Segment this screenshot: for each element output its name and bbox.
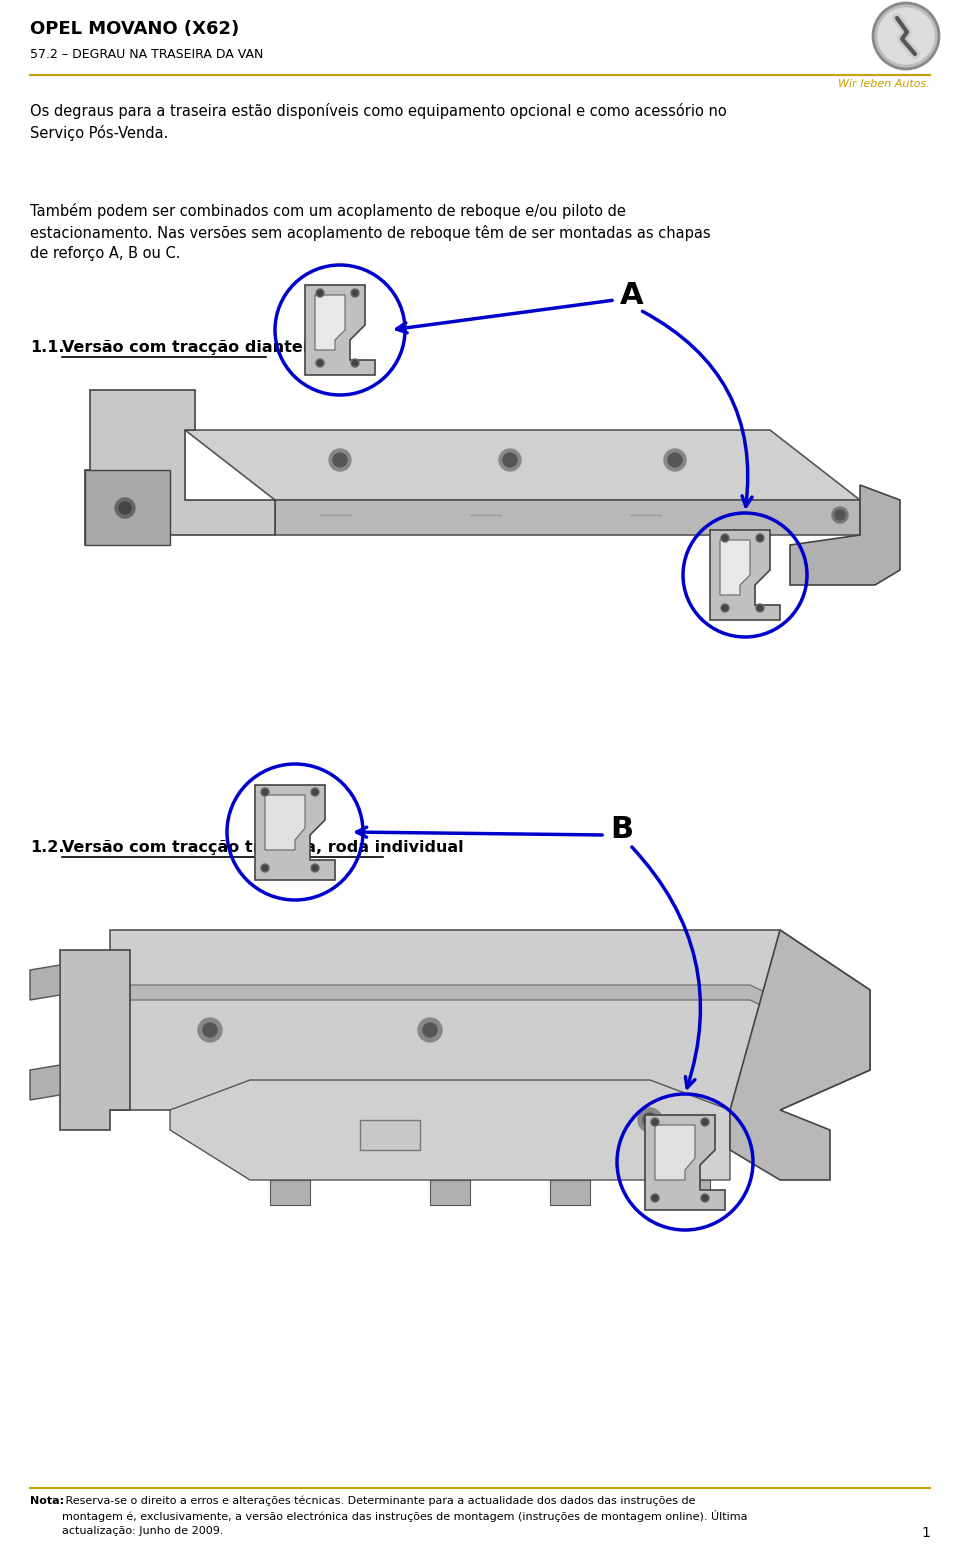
Polygon shape xyxy=(85,390,275,544)
Circle shape xyxy=(701,1118,709,1126)
Polygon shape xyxy=(790,485,900,585)
Circle shape xyxy=(757,535,762,541)
Circle shape xyxy=(203,1023,217,1037)
Circle shape xyxy=(261,865,269,872)
Polygon shape xyxy=(730,930,870,1180)
Text: 1: 1 xyxy=(922,1525,930,1539)
Polygon shape xyxy=(170,1081,730,1180)
Text: 1.1.: 1.1. xyxy=(30,341,64,355)
Polygon shape xyxy=(550,1180,590,1205)
Circle shape xyxy=(418,1019,442,1042)
Circle shape xyxy=(703,1120,708,1124)
Circle shape xyxy=(503,453,517,466)
Polygon shape xyxy=(30,966,60,1000)
Circle shape xyxy=(352,291,357,295)
Circle shape xyxy=(316,359,324,367)
Circle shape xyxy=(318,361,323,365)
Circle shape xyxy=(701,1194,709,1202)
Circle shape xyxy=(835,510,845,519)
Circle shape xyxy=(262,790,268,795)
Polygon shape xyxy=(270,1180,310,1205)
Circle shape xyxy=(313,790,318,795)
Circle shape xyxy=(651,1118,659,1126)
Circle shape xyxy=(499,449,521,471)
Circle shape xyxy=(653,1196,658,1200)
Text: Versão com tracção traseira, roda individual: Versão com tracção traseira, roda indivi… xyxy=(62,840,464,855)
Text: Nota:: Nota: xyxy=(30,1496,64,1505)
Bar xyxy=(360,1120,420,1151)
Text: OPEL MOVANO (X62): OPEL MOVANO (X62) xyxy=(30,20,239,37)
Text: Também podem ser combinados com um acoplamento de reboque e/ou piloto de
estacio: Também podem ser combinados com um acopl… xyxy=(30,204,710,261)
Circle shape xyxy=(316,289,324,297)
Text: B: B xyxy=(610,815,634,844)
Circle shape xyxy=(703,1196,708,1200)
Polygon shape xyxy=(30,1065,60,1099)
Polygon shape xyxy=(110,930,870,1110)
Polygon shape xyxy=(265,795,305,851)
Circle shape xyxy=(873,3,939,68)
Circle shape xyxy=(721,533,729,543)
Circle shape xyxy=(653,1120,658,1124)
Polygon shape xyxy=(720,540,750,596)
Polygon shape xyxy=(655,1124,695,1180)
Circle shape xyxy=(311,865,319,872)
Polygon shape xyxy=(430,1180,470,1205)
Circle shape xyxy=(832,507,848,522)
Circle shape xyxy=(262,866,268,871)
Polygon shape xyxy=(645,1115,725,1210)
Circle shape xyxy=(756,533,764,543)
Circle shape xyxy=(261,788,269,796)
Circle shape xyxy=(352,361,357,365)
Text: Wir leben Autos.: Wir leben Autos. xyxy=(838,79,930,89)
Circle shape xyxy=(721,603,729,613)
Polygon shape xyxy=(670,1180,710,1205)
Circle shape xyxy=(351,289,359,297)
Text: 57.2 – DEGRAU NA TRASEIRA DA VAN: 57.2 – DEGRAU NA TRASEIRA DA VAN xyxy=(30,48,263,61)
Polygon shape xyxy=(185,431,860,501)
Circle shape xyxy=(643,1113,657,1127)
Polygon shape xyxy=(275,501,860,535)
Circle shape xyxy=(664,449,686,471)
Circle shape xyxy=(638,1109,662,1132)
Circle shape xyxy=(756,603,764,613)
Circle shape xyxy=(318,291,323,295)
Polygon shape xyxy=(130,984,835,1040)
Text: A: A xyxy=(620,280,643,309)
Text: Versão com tracção dianteira: Versão com tracção dianteira xyxy=(62,341,327,355)
Circle shape xyxy=(198,1019,222,1042)
Circle shape xyxy=(329,449,351,471)
Text: Os degraus para a traseira estão disponíveis como equipamento opcional e como ac: Os degraus para a traseira estão disponí… xyxy=(30,103,727,142)
Circle shape xyxy=(333,453,347,466)
Polygon shape xyxy=(710,530,780,620)
Text: 1.2.: 1.2. xyxy=(30,840,64,855)
Circle shape xyxy=(119,502,131,515)
Circle shape xyxy=(115,498,135,518)
Circle shape xyxy=(723,535,728,541)
Circle shape xyxy=(651,1194,659,1202)
Polygon shape xyxy=(255,785,335,880)
Circle shape xyxy=(351,359,359,367)
Circle shape xyxy=(723,605,728,611)
Polygon shape xyxy=(85,470,170,544)
Polygon shape xyxy=(315,295,345,350)
Polygon shape xyxy=(60,950,130,1130)
Circle shape xyxy=(313,866,318,871)
Circle shape xyxy=(668,453,682,466)
Circle shape xyxy=(757,605,762,611)
Circle shape xyxy=(311,788,319,796)
Circle shape xyxy=(878,8,934,64)
Text: Reserva-se o direito a erros e alterações técnicas. Determinante para a actualid: Reserva-se o direito a erros e alteraçõe… xyxy=(62,1496,748,1536)
Polygon shape xyxy=(305,285,375,375)
Circle shape xyxy=(423,1023,437,1037)
